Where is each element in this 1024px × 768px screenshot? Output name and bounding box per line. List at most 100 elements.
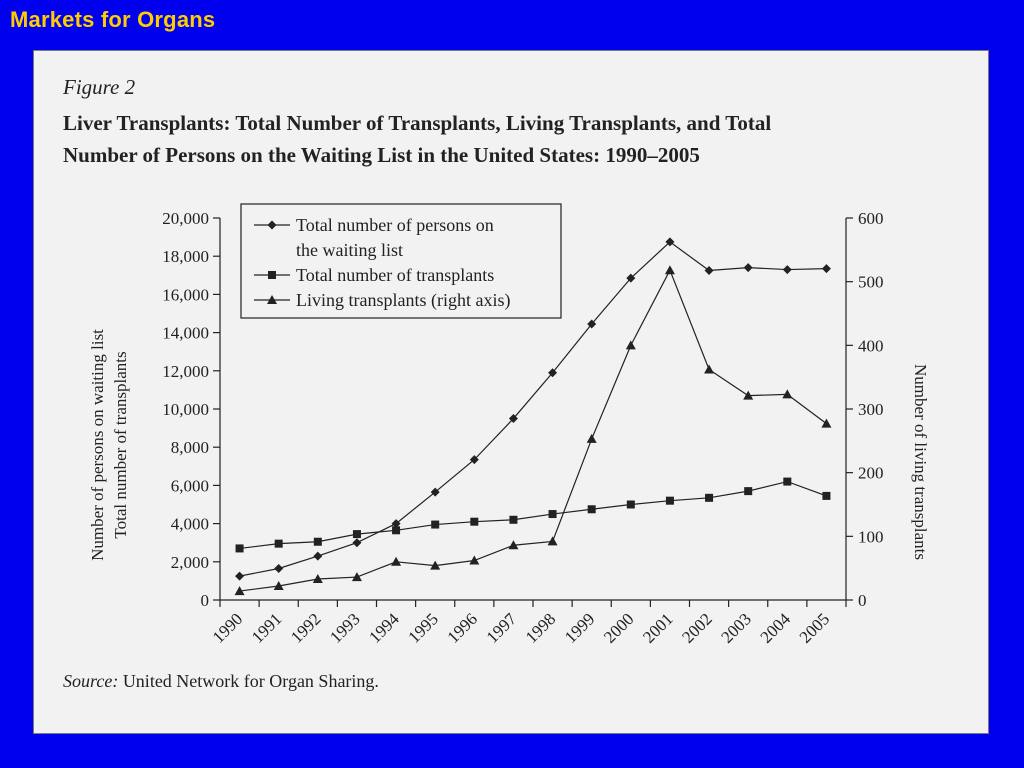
data-point-triangle — [430, 560, 441, 570]
legend-marker-square — [268, 271, 276, 279]
legend-label: Total number of persons on — [296, 215, 494, 235]
data-point-square — [470, 517, 479, 526]
data-point-square — [313, 537, 322, 546]
data-point-diamond — [274, 563, 284, 573]
x-tick-label: 2000 — [600, 609, 637, 646]
x-tick-label: 2003 — [717, 609, 754, 646]
y-left-tick-label: 20,000 — [162, 209, 209, 228]
data-point-diamond — [704, 266, 714, 276]
data-point-triangle — [782, 389, 793, 399]
data-point-triangle — [821, 418, 832, 428]
figure-source: Source: United Network for Organ Sharing… — [63, 671, 379, 692]
data-point-diamond — [548, 368, 558, 378]
x-tick-label: 1996 — [444, 609, 481, 646]
source-text: United Network for Organ Sharing. — [122, 671, 379, 691]
data-point-triangle — [234, 586, 245, 596]
data-point-diamond — [235, 571, 245, 581]
data-point-square — [587, 505, 596, 514]
series-line-diamond — [239, 241, 827, 577]
data-point-diamond — [313, 551, 323, 561]
data-point-square — [626, 500, 635, 509]
y-right-tick-label: 200 — [858, 464, 884, 483]
legend-label: the waiting list — [296, 240, 403, 260]
data-point-diamond — [821, 264, 831, 274]
legend-layer: Total number of persons on the waiting li… — [240, 203, 562, 319]
figure-title-line-2: Number of Persons on the Waiting List in… — [63, 143, 700, 167]
data-point-square — [705, 493, 714, 502]
series-line-square — [239, 480, 827, 550]
figure-panel: Figure 2 Liver Transplants: Total Number… — [33, 50, 989, 734]
data-point-triangle — [391, 556, 402, 566]
data-point-triangle — [508, 540, 519, 550]
data-point-triangle — [312, 573, 323, 583]
data-point-triangle — [625, 340, 636, 350]
y-right-tick-label: 500 — [858, 273, 884, 292]
figure-title-line-1: Liver Transplants: Total Number of Trans… — [63, 111, 772, 135]
x-tick-label: 1995 — [404, 609, 441, 646]
series-line-triangle — [239, 268, 827, 592]
figure-label: Figure 2 — [63, 75, 136, 99]
data-point-triangle — [273, 580, 284, 590]
data-point-square — [665, 496, 674, 505]
x-tick-label: 1992 — [287, 609, 324, 646]
data-point-triangle — [547, 536, 558, 546]
x-tick-label: 1997 — [483, 609, 521, 647]
data-point-square — [548, 510, 557, 519]
y-left-tick-label: 12,000 — [162, 362, 209, 381]
x-tick-label: 2004 — [757, 609, 795, 647]
data-point-triangle — [664, 265, 675, 275]
y-right-tick-label: 600 — [858, 209, 884, 228]
data-point-square — [509, 515, 518, 524]
data-point-diamond — [743, 263, 753, 273]
x-tick-label: 1998 — [522, 609, 559, 646]
y-axis-left-label-1: Number of persons on waiting list — [88, 329, 107, 561]
y-left-tick-label: 4,000 — [171, 515, 209, 534]
x-tick-label: 1999 — [561, 609, 598, 646]
legend-marker-diamond — [267, 220, 277, 230]
y-right-tick-label: 400 — [858, 336, 884, 355]
y-right-tick-label: 300 — [858, 400, 884, 419]
x-tick-label: 2002 — [678, 609, 715, 646]
data-point-square — [392, 526, 401, 535]
data-point-diamond — [587, 319, 597, 329]
data-point-diamond — [626, 273, 636, 283]
data-point-triangle — [586, 433, 597, 443]
legend-label: Total number of transplants — [296, 265, 494, 285]
data-point-square — [235, 544, 244, 553]
y-left-tick-label: 16,000 — [162, 285, 209, 304]
y-left-tick-label: 2,000 — [171, 553, 209, 572]
liver-transplant-chart: 0 2,000 4,000 6,000 8,000 10,000 12,000 14,000 1… — [88, 203, 930, 647]
y-left-tick-label: 10,000 — [162, 400, 209, 419]
legend-box — [240, 203, 562, 319]
y-left-tick-label: 0 — [201, 591, 210, 610]
y-left-tick-label: 18,000 — [162, 247, 209, 266]
data-point-diamond — [430, 487, 440, 497]
data-point-square — [431, 520, 440, 529]
data-point-square — [783, 477, 792, 486]
legend-label: Living transplants (right axis) — [296, 290, 510, 311]
data-point-diamond — [469, 455, 479, 465]
x-tick-label: 1990 — [209, 609, 246, 646]
x-tick-label: 2005 — [796, 609, 833, 646]
data-point-triangle — [704, 364, 715, 374]
data-point-diamond — [665, 237, 675, 247]
x-tick-label: 1991 — [248, 609, 285, 646]
x-tick-label: 1994 — [365, 609, 403, 647]
source-label: Source: — [63, 671, 119, 691]
data-point-square — [822, 491, 831, 500]
y-right-tick-label: 100 — [858, 527, 884, 546]
y-left-tick-label: 14,000 — [162, 324, 209, 343]
y-right-tick-label: 0 — [858, 591, 867, 610]
data-point-diamond — [782, 265, 792, 275]
data-point-diamond — [391, 519, 401, 529]
x-tick-label: 2001 — [639, 609, 676, 646]
x-tick-label: 1993 — [326, 609, 363, 646]
data-point-square — [744, 487, 753, 496]
series-layer — [234, 237, 832, 596]
y-axis-right-label: Number of living transplants — [911, 364, 930, 560]
figure-title: Liver Transplants: Total Number of Trans… — [63, 107, 963, 171]
data-point-square — [274, 539, 283, 548]
data-point-diamond — [508, 414, 518, 424]
y-axis-left-label-2: Total number of transplants — [111, 351, 130, 538]
legend-marker-triangle — [267, 295, 277, 304]
